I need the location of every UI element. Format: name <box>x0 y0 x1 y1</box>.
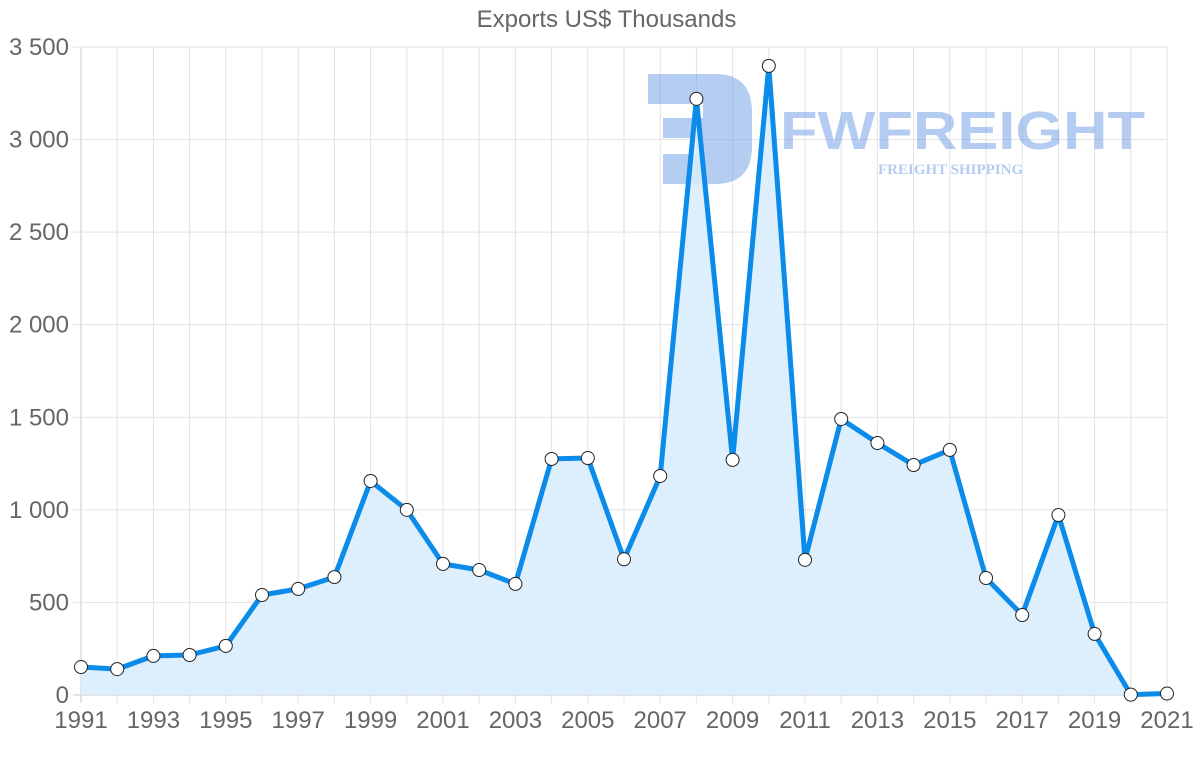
y-tick-label: 2 000 <box>9 312 69 339</box>
data-point-2012[interactable] <box>834 411 849 426</box>
y-tick-label: 3 000 <box>9 127 69 154</box>
chart-title: Exports US$ Thousands <box>476 6 737 33</box>
data-point-1994[interactable] <box>182 648 197 663</box>
x-tick-label: 2009 <box>706 707 759 734</box>
area-fill <box>81 65 1167 695</box>
x-tick-label: 2015 <box>923 707 976 734</box>
y-tick-label: 1 000 <box>9 497 69 524</box>
x-tick-label: 2021 <box>1140 707 1193 734</box>
x-tick-label: 2011 <box>779 707 831 734</box>
data-point-2009[interactable] <box>725 452 740 467</box>
data-point-2017[interactable] <box>1015 608 1030 623</box>
data-point-1999[interactable] <box>363 473 378 488</box>
data-point-1991[interactable] <box>74 660 88 675</box>
data-point-2015[interactable] <box>942 442 957 457</box>
data-point-2010[interactable] <box>761 58 776 73</box>
watermark-brand: FWFREIGHT <box>780 101 1145 161</box>
x-tick-label: 1991 <box>54 707 107 734</box>
x-tick-label: 2001 <box>416 707 469 734</box>
x-tick-label: 1995 <box>199 707 252 734</box>
y-tick-label: 3 500 <box>9 34 69 61</box>
data-point-2013[interactable] <box>870 436 885 451</box>
watermark-logo: FWFREIGHT FREIGHT SHIPPING <box>648 74 1145 184</box>
data-point-2021[interactable] <box>1160 686 1174 701</box>
data-point-2020[interactable] <box>1123 687 1138 702</box>
x-tick-label: 2007 <box>634 707 687 734</box>
data-point-2016[interactable] <box>979 570 993 585</box>
x-tick-label: 2019 <box>1068 707 1121 734</box>
x-tick-label: 1999 <box>344 707 397 734</box>
data-point-2002[interactable] <box>472 563 487 578</box>
y-tick-label: 500 <box>29 589 69 616</box>
x-tick-label: 2017 <box>996 707 1049 734</box>
data-point-2004[interactable] <box>544 451 559 466</box>
y-axis-labels: 0 500 1 000 1 500 2 000 2 500 3 000 3 500 <box>9 34 69 709</box>
data-point-2005[interactable] <box>580 451 595 466</box>
x-tick-label: 2003 <box>489 707 542 734</box>
y-tick-label: 1 500 <box>9 404 69 431</box>
x-axis-labels: 1991 1993 1995 1997 1999 2001 2003 2005 2007 2009… <box>54 707 1193 734</box>
x-tick-label: 2013 <box>851 707 904 734</box>
data-point-2001[interactable] <box>436 556 450 571</box>
y-tick-label: 2 500 <box>9 219 69 246</box>
data-point-2006[interactable] <box>617 552 631 567</box>
data-point-2003[interactable] <box>508 576 523 591</box>
y-tick-label: 0 <box>56 682 69 709</box>
data-point-2000[interactable] <box>399 502 414 517</box>
data-points <box>74 58 1174 702</box>
data-point-2007[interactable] <box>653 468 668 483</box>
data-point-2011[interactable] <box>798 552 812 567</box>
data-point-1996[interactable] <box>255 588 269 603</box>
x-tick-label: 1993 <box>127 707 180 734</box>
data-point-2018[interactable] <box>1051 508 1066 523</box>
watermark-tagline: FREIGHT SHIPPING <box>878 162 1023 178</box>
x-tick-label: 2005 <box>561 707 614 734</box>
data-point-2019[interactable] <box>1087 626 1102 641</box>
data-point-2014[interactable] <box>906 458 921 473</box>
data-point-1993[interactable] <box>146 648 161 663</box>
data-point-1995[interactable] <box>218 638 233 653</box>
data-point-2008[interactable] <box>689 91 704 106</box>
x-tick-label: 1997 <box>272 707 325 734</box>
data-point-1998[interactable] <box>327 570 342 585</box>
data-point-1997[interactable] <box>291 581 306 596</box>
data-point-1992[interactable] <box>110 662 125 677</box>
